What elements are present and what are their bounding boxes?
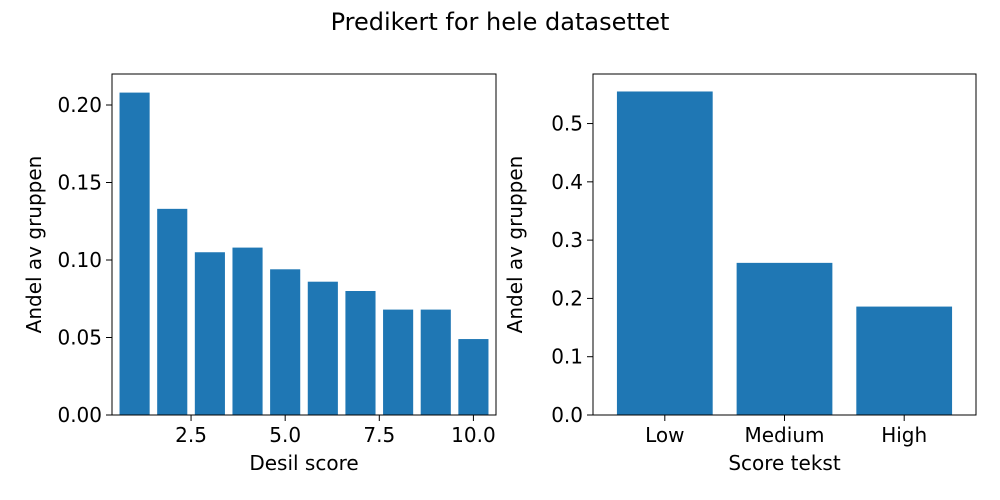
x-tick-label: High bbox=[881, 423, 927, 447]
y-tick-label: 0.05 bbox=[57, 326, 102, 350]
x-tick-label: Medium bbox=[745, 423, 825, 447]
y-tick-label: 0.2 bbox=[551, 286, 583, 310]
right-chart-y-ticks: 0.0 0.1 0.2 0.3 0.4 0.5 bbox=[551, 112, 593, 427]
figure-title: Predikert for hele datasettet bbox=[331, 8, 670, 36]
bar-decile-9 bbox=[420, 309, 451, 415]
bar-high bbox=[856, 306, 953, 415]
bar-low bbox=[616, 91, 713, 415]
bar-decile-2 bbox=[157, 208, 188, 415]
bar-decile-1 bbox=[119, 92, 150, 415]
y-tick-label: 0.1 bbox=[551, 345, 583, 369]
bar-decile-6 bbox=[307, 281, 338, 415]
right-chart-bars bbox=[616, 91, 953, 415]
left-chart-y-axis-label: Andel av gruppen bbox=[22, 156, 46, 334]
x-tick-label: 10.0 bbox=[451, 423, 496, 447]
left-chart-x-ticks: 2.5 5.0 7.5 10.0 bbox=[175, 415, 496, 447]
bar-decile-3 bbox=[194, 252, 225, 415]
y-tick-label: 0.5 bbox=[551, 112, 583, 136]
bar-decile-7 bbox=[345, 291, 376, 415]
bar-decile-5 bbox=[270, 269, 301, 415]
left-chart-x-axis-label: Desil score bbox=[249, 451, 358, 475]
right-chart-x-axis-label: Score tekst bbox=[728, 451, 841, 475]
left-chart-panel: 2.5 5.0 7.5 10.0 0.00 0.05 0.10 0.15 0.20 Desil… bbox=[22, 73, 497, 475]
left-chart-y-ticks: 0.00 0.05 0.10 0.15 0.20 bbox=[57, 93, 112, 427]
left-chart-bars bbox=[119, 92, 489, 415]
bar-decile-4 bbox=[232, 247, 263, 415]
y-tick-label: 0.4 bbox=[551, 170, 583, 194]
y-tick-label: 0.20 bbox=[57, 93, 102, 117]
x-tick-label: Low bbox=[645, 423, 684, 447]
y-tick-label: 0.3 bbox=[551, 228, 583, 252]
y-tick-label: 0.10 bbox=[57, 248, 102, 272]
right-chart-x-ticks: Low Medium High bbox=[645, 415, 927, 447]
right-chart-panel: Low Medium High 0.0 0.1 0.2 0.3 0.4 0.5 Score t… bbox=[503, 73, 977, 475]
x-tick-label: 5.0 bbox=[269, 423, 301, 447]
y-tick-label: 0.15 bbox=[57, 171, 102, 195]
bar-decile-8 bbox=[383, 309, 414, 415]
left-chart-frame bbox=[111, 73, 497, 416]
bar-decile-10 bbox=[458, 339, 489, 415]
x-tick-label: 7.5 bbox=[363, 423, 395, 447]
bar-medium bbox=[736, 262, 833, 415]
y-tick-label: 0.0 bbox=[551, 403, 583, 427]
x-tick-label: 2.5 bbox=[175, 423, 207, 447]
right-chart-y-axis-label: Andel av gruppen bbox=[503, 156, 527, 334]
right-chart-frame bbox=[592, 73, 977, 416]
y-tick-label: 0.00 bbox=[57, 403, 102, 427]
